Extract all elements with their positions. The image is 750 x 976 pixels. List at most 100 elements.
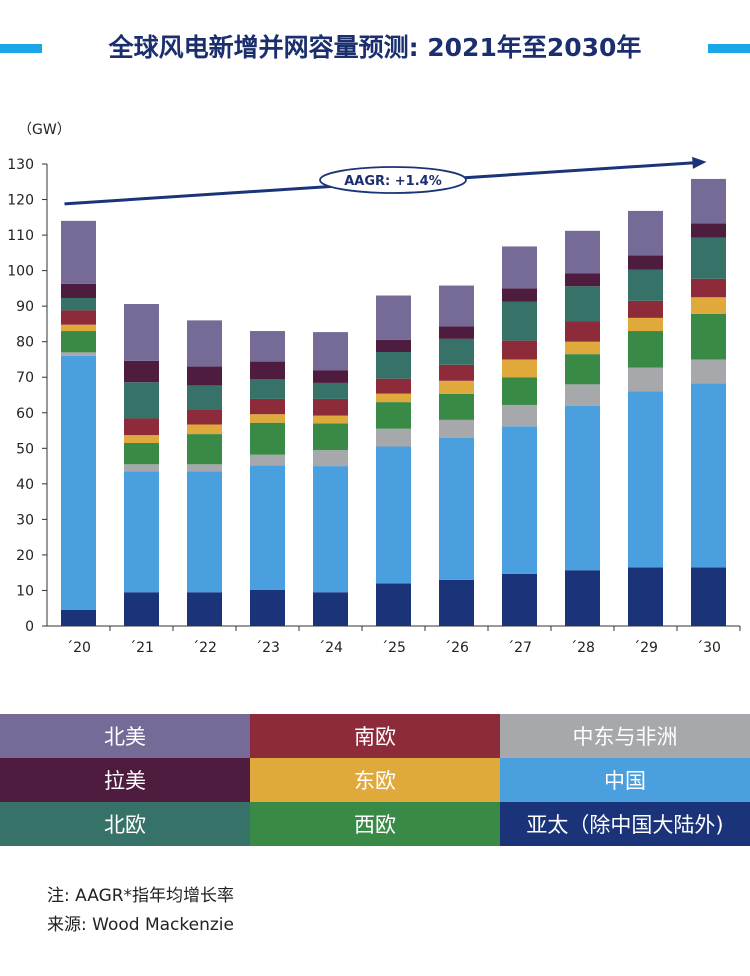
- bar-segment-2: [124, 464, 159, 472]
- x-tick-label: ´24: [318, 640, 343, 656]
- bar-segment-0: [691, 567, 726, 626]
- bar-segment-6: [628, 269, 663, 301]
- bar-segment-7: [124, 360, 159, 383]
- y-tick-label: 120: [7, 193, 34, 209]
- bar-segment-3: [61, 331, 96, 353]
- trend-arrow-head: [692, 156, 707, 169]
- y-tick-label: 110: [7, 228, 34, 244]
- bar-segment-4: [124, 435, 159, 443]
- aagr-annotation-text: AAGR: +1.4%: [344, 174, 441, 189]
- legend-item: 亚太（除中国大陆外): [500, 802, 750, 846]
- bar-segment-1: [439, 437, 474, 580]
- bar-segment-5: [691, 278, 726, 298]
- bar-segment-7: [313, 370, 348, 383]
- bar-segment-6: [313, 382, 348, 399]
- bar-segment-2: [376, 428, 411, 447]
- legend-item: 东欧: [250, 758, 500, 802]
- bar-segment-8: [376, 295, 411, 340]
- bar-segment-8: [313, 332, 348, 371]
- bar-segment-6: [565, 286, 600, 322]
- bar-segment-3: [250, 422, 285, 455]
- legend-item: 北美: [0, 714, 250, 758]
- bar-segment-5: [376, 378, 411, 394]
- bar-segment-7: [250, 361, 285, 380]
- legend: 北美 南欧 中东与非洲 拉美 东欧 中国 北欧 西欧 亚太（除中国大陆外): [0, 714, 750, 846]
- source-text: 来源: Wood Mackenzie: [47, 915, 234, 935]
- bar-segment-8: [502, 246, 537, 289]
- bar-segment-4: [250, 414, 285, 423]
- bar-segment-0: [250, 589, 285, 626]
- y-axis-label: （GW）: [18, 122, 71, 138]
- x-tick-label: ´20: [66, 640, 91, 656]
- bar-segment-3: [628, 331, 663, 368]
- stacked-bar-chart: （GW） 0 10 20 30 40 50 60 70 80 90 100 110 120 130 ´20 ´2…: [7, 122, 741, 656]
- bar-segment-5: [565, 321, 600, 342]
- bar-segment-6: [376, 351, 411, 379]
- bar-segment-1: [565, 405, 600, 571]
- bar-segment-4: [691, 297, 726, 314]
- bar-segment-2: [313, 450, 348, 467]
- note-text: 注: AAGR*指年均增长率: [47, 886, 235, 906]
- bar-segment-1: [250, 465, 285, 590]
- legend-item: 北欧: [0, 802, 250, 846]
- legend-item: 西欧: [250, 802, 500, 846]
- x-tick-label: ´30: [696, 640, 721, 656]
- legend-item: 拉美: [0, 758, 250, 802]
- bar-segment-3: [313, 423, 348, 451]
- bar-segment-0: [502, 573, 537, 626]
- bar-segment-2: [691, 359, 726, 384]
- bar-segment-5: [187, 409, 222, 425]
- y-tick-label: 40: [16, 477, 34, 493]
- bar-segment-5: [313, 398, 348, 416]
- x-tick-label: ´25: [381, 640, 406, 656]
- bar-segment-4: [565, 341, 600, 355]
- bar-segment-2: [439, 419, 474, 438]
- y-tick-label: 90: [16, 299, 34, 315]
- bar-segment-8: [124, 304, 159, 361]
- bar-segment-0: [61, 610, 96, 626]
- bar-segment-0: [628, 567, 663, 626]
- bar-segment-4: [502, 359, 537, 378]
- bar-segment-6: [439, 338, 474, 365]
- bar-segment-8: [439, 285, 474, 327]
- bar-segment-1: [691, 383, 726, 568]
- bar-segment-1: [502, 426, 537, 574]
- bar-segment-8: [628, 210, 663, 256]
- title-area: 全球风电新增并网容量预测: 2021年至2030年: [0, 26, 750, 70]
- bar-segment-7: [502, 288, 537, 302]
- legend-item: 南欧: [250, 714, 500, 758]
- bar-segment-1: [187, 471, 222, 593]
- aagr-annotation-bubble: [319, 166, 467, 194]
- x-tick-label: ´28: [570, 640, 595, 656]
- legend-item: 中东与非洲: [500, 714, 750, 758]
- x-tick-label: ´26: [444, 640, 469, 656]
- bar-segment-1: [61, 355, 96, 611]
- bar-segment-6: [250, 379, 285, 399]
- bar-segment-8: [61, 220, 96, 284]
- bar-segment-0: [439, 579, 474, 626]
- bar-segment-0: [376, 583, 411, 626]
- bar-segment-2: [250, 454, 285, 466]
- bar-segment-5: [124, 418, 159, 436]
- bar-segment-5: [439, 364, 474, 381]
- bar-segment-6: [502, 301, 537, 341]
- title-accent-right: [708, 44, 750, 53]
- y-tick-label: 60: [16, 406, 34, 422]
- bar-segment-6: [124, 382, 159, 419]
- bar-segment-2: [187, 464, 222, 472]
- bar-segment-1: [628, 391, 663, 568]
- bar-segment-1: [376, 446, 411, 584]
- title-accent-left: [0, 44, 42, 53]
- bar-segment-7: [565, 273, 600, 287]
- y-tick-label: 130: [7, 157, 34, 173]
- bar-segment-2: [502, 404, 537, 427]
- bar-segment-0: [565, 570, 600, 626]
- bar-segment-4: [439, 380, 474, 394]
- bar-segment-3: [187, 434, 222, 465]
- bar-segment-1: [124, 471, 159, 593]
- x-tick-label: ´27: [507, 640, 532, 656]
- bar-segment-3: [376, 402, 411, 429]
- y-tick-label: 10: [16, 583, 34, 599]
- bar-segment-5: [502, 340, 537, 360]
- bar-segment-0: [313, 592, 348, 626]
